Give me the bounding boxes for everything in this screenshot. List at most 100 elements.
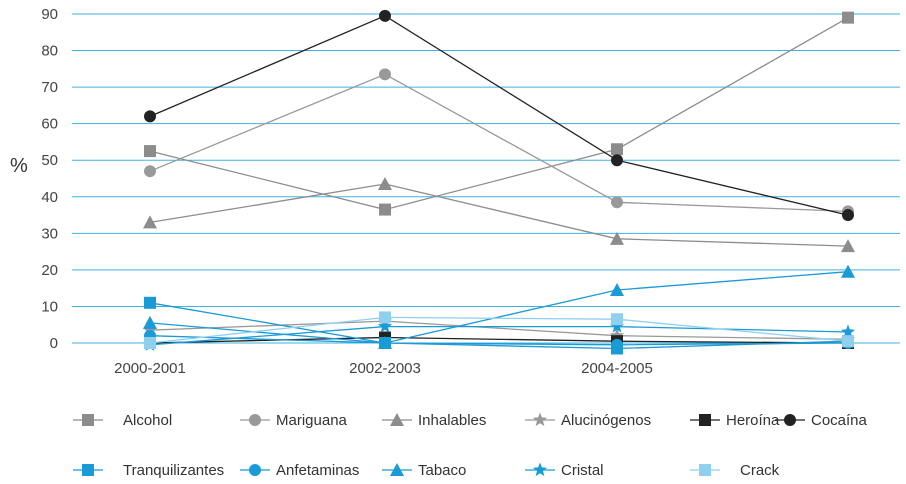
data-point bbox=[611, 313, 623, 326]
series-group bbox=[142, 9, 856, 355]
legend-marker bbox=[390, 413, 404, 426]
legend-item: Tabaco bbox=[382, 462, 466, 479]
legend-item: Inhalables bbox=[382, 412, 486, 429]
data-point bbox=[841, 239, 855, 253]
series-alcohol bbox=[144, 11, 854, 216]
x-tick-labels: 2000-2001 2002-2003 2004-2005 bbox=[114, 360, 653, 377]
legend-marker bbox=[249, 414, 261, 426]
data-point bbox=[611, 338, 623, 351]
legend-label: Inhalables bbox=[418, 412, 486, 429]
legend-item: Alcohol bbox=[73, 412, 172, 429]
data-point bbox=[841, 264, 855, 278]
legend-label: Anfetaminas bbox=[276, 462, 359, 479]
data-point bbox=[379, 203, 391, 216]
data-point bbox=[610, 282, 624, 296]
legend-item: Alucinógenos bbox=[525, 412, 651, 429]
y-tick-label: 50 bbox=[41, 152, 58, 169]
series-line bbox=[149, 302, 849, 350]
series-cocaína bbox=[144, 9, 854, 222]
legend-label: Mariguana bbox=[276, 412, 348, 429]
legend-marker bbox=[249, 464, 261, 476]
legend-marker bbox=[699, 414, 711, 426]
legend-marker bbox=[82, 414, 94, 426]
series-line bbox=[149, 73, 849, 213]
legend-item: Heroína bbox=[690, 412, 780, 429]
x-tick-label: 2004-2005 bbox=[581, 360, 653, 377]
legend-label: Alcohol bbox=[123, 412, 172, 429]
series-inhalables bbox=[143, 176, 855, 253]
data-point bbox=[144, 165, 156, 178]
x-tick-label: 2002-2003 bbox=[349, 360, 421, 377]
series-line bbox=[149, 316, 849, 344]
series-line bbox=[149, 183, 849, 247]
series-line bbox=[149, 325, 849, 346]
data-point bbox=[379, 68, 391, 81]
data-point bbox=[144, 145, 156, 158]
data-point bbox=[378, 336, 392, 349]
y-tick-label: 60 bbox=[41, 116, 58, 133]
legend-label: Alucinógenos bbox=[561, 412, 651, 429]
data-point bbox=[378, 176, 392, 190]
data-point bbox=[842, 11, 854, 24]
data-point bbox=[842, 209, 854, 222]
legend-label: Tabaco bbox=[418, 462, 466, 479]
data-point bbox=[379, 311, 391, 324]
legend-label: Heroína bbox=[726, 412, 780, 429]
y-tick-label: 40 bbox=[41, 189, 58, 206]
legend-label: Cristal bbox=[561, 462, 604, 479]
data-point bbox=[842, 335, 854, 348]
series-line bbox=[149, 271, 849, 344]
legend-item: Tranquilizantes bbox=[73, 462, 224, 479]
legend-item: Crack bbox=[690, 462, 780, 479]
data-point bbox=[143, 315, 157, 329]
series-line bbox=[149, 17, 849, 211]
legend-marker bbox=[82, 464, 94, 476]
data-point bbox=[377, 319, 393, 333]
gridlines bbox=[72, 13, 900, 344]
legend-marker bbox=[532, 412, 548, 427]
x-tick-label: 2000-2001 bbox=[114, 360, 186, 377]
y-tick-label: 30 bbox=[41, 225, 58, 242]
legend-item: Anfetaminas bbox=[240, 462, 359, 479]
series-line bbox=[149, 320, 849, 340]
legend-marker bbox=[390, 463, 404, 476]
data-point bbox=[610, 231, 624, 245]
data-point bbox=[609, 328, 625, 342]
legend-label: Tranquilizantes bbox=[123, 462, 224, 479]
legend: Alcohol Mariguana Inhalables Alucinógenos He… bbox=[73, 412, 868, 479]
data-point bbox=[143, 215, 157, 229]
series-line bbox=[149, 15, 849, 216]
data-point bbox=[144, 110, 156, 123]
legend-marker bbox=[784, 414, 796, 426]
data-point bbox=[609, 319, 625, 333]
y-tick-label: 70 bbox=[41, 79, 58, 96]
legend-marker bbox=[699, 464, 711, 476]
legend-marker bbox=[532, 462, 548, 477]
series-line bbox=[149, 336, 849, 344]
y-axis-label: % bbox=[10, 155, 28, 177]
series-tabaco bbox=[143, 264, 855, 349]
series-tranquilizantes bbox=[144, 296, 854, 355]
data-point bbox=[144, 296, 156, 309]
y-tick-label: 0 bbox=[50, 335, 58, 352]
legend-item: Cocaína bbox=[775, 412, 868, 429]
y-tick-label: 20 bbox=[41, 262, 58, 279]
data-point bbox=[379, 9, 391, 22]
legend-label: Cocaína bbox=[811, 412, 868, 429]
data-point bbox=[144, 337, 156, 349]
y-tick-label: 10 bbox=[41, 298, 58, 315]
series-mariguana bbox=[144, 68, 854, 218]
data-point bbox=[611, 154, 623, 167]
y-tick-label: 90 bbox=[41, 6, 58, 23]
data-point bbox=[611, 196, 623, 209]
series-line bbox=[149, 335, 849, 346]
legend-item: Mariguana bbox=[240, 412, 348, 429]
y-tick-labels: 0 10 20 30 40 50 60 70 80 90 bbox=[41, 6, 58, 352]
series-heroína bbox=[144, 331, 854, 349]
legend-item: Cristal bbox=[525, 462, 604, 479]
data-point bbox=[142, 322, 158, 337]
legend-label: Crack bbox=[740, 462, 780, 479]
data-point bbox=[840, 324, 856, 339]
data-point bbox=[611, 143, 623, 156]
